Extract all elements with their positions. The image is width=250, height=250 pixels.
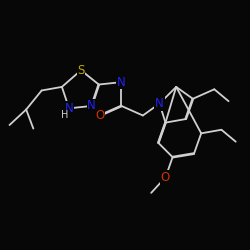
Text: O: O [95, 109, 104, 122]
Text: H: H [60, 110, 68, 120]
Text: S: S [77, 64, 85, 77]
Text: N: N [65, 102, 74, 115]
Text: N: N [117, 76, 126, 89]
Text: O: O [161, 171, 170, 184]
Text: N: N [155, 97, 164, 110]
Text: N: N [87, 100, 96, 112]
